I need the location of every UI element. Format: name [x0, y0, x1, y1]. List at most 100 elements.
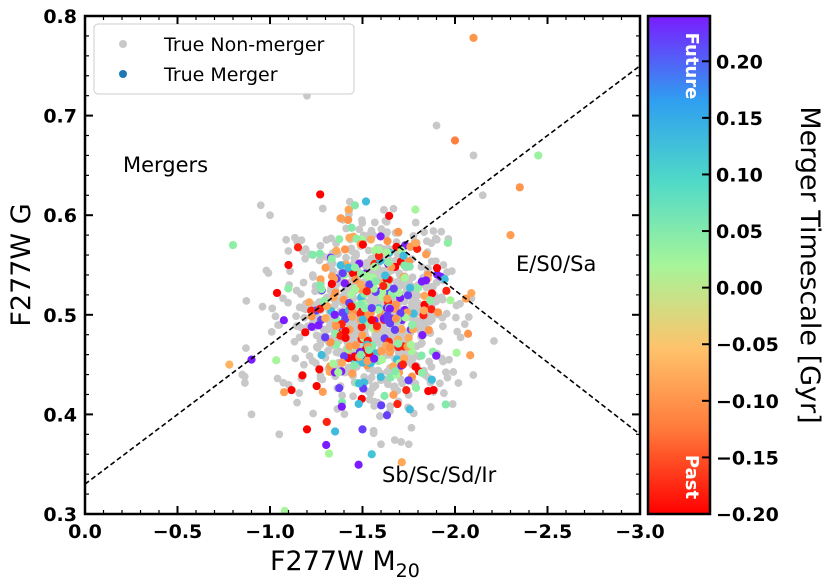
merger-point [466, 351, 475, 360]
merger-point [272, 288, 282, 298]
non-merger-point [438, 322, 447, 331]
merger-point [280, 506, 289, 514]
merger-point [381, 271, 390, 280]
merger-point [358, 240, 368, 249]
merger-point [450, 136, 460, 145]
merger-point [321, 263, 330, 272]
merger-point [357, 322, 366, 332]
non-merger-point [370, 397, 379, 406]
merger-point [354, 399, 363, 409]
non-merger-point [420, 228, 429, 237]
merger-point [407, 320, 417, 329]
non-merger-point [324, 346, 332, 355]
colorbar [646, 14, 712, 516]
merger-point [365, 280, 374, 289]
colorbar-tick-label: −0.05 [716, 334, 779, 356]
merger-point [383, 294, 392, 303]
non-merger-point [374, 366, 383, 375]
non-merger-point [449, 368, 458, 376]
merger-point [279, 316, 288, 325]
merger-point [377, 347, 386, 356]
merger-point [426, 296, 435, 305]
non-merger-point [469, 371, 478, 379]
non-merger-point [398, 379, 406, 388]
non-merger-point [282, 235, 291, 244]
non-merger-point [268, 304, 277, 313]
y-tick-label: 0.5 [43, 305, 77, 327]
non-merger-point [448, 400, 457, 408]
merger-point [322, 417, 331, 427]
merger-point [305, 298, 314, 307]
merger-point [398, 360, 408, 369]
merger-point [463, 329, 473, 338]
non-merger-point [380, 205, 388, 214]
merger-point [390, 325, 400, 334]
merger-point [433, 270, 442, 279]
merger-point [315, 249, 324, 258]
non-merger-point [422, 237, 431, 246]
merger-point [315, 281, 324, 290]
merger-point [338, 308, 347, 317]
non-merger-point [352, 251, 361, 260]
merger-point [443, 238, 452, 247]
merger-point [358, 425, 367, 434]
legend-label-merger: True Merger [163, 64, 278, 86]
colorbar-tick-label: 0.10 [716, 164, 763, 186]
merger-point [228, 240, 238, 250]
merger-point [307, 322, 316, 331]
non-merger-point [414, 316, 422, 325]
merger-point [417, 351, 426, 360]
merger-point [334, 368, 343, 377]
merger-point [351, 341, 360, 350]
y-tick-label: 0.8 [43, 6, 77, 28]
non-merger-point [408, 273, 417, 282]
merger-point [397, 325, 406, 334]
non-merger-point [389, 204, 398, 213]
non-merger-point [435, 337, 443, 345]
x-tick-label: −1.0 [245, 521, 295, 543]
y-tick-label: 0.3 [43, 504, 77, 526]
merger-point [367, 450, 376, 459]
y-tick-label: 0.7 [43, 106, 77, 128]
merger-point [424, 326, 433, 335]
non-merger-point [275, 430, 284, 439]
non-merger-point [238, 370, 247, 379]
non-merger-point [334, 348, 343, 357]
non-merger-point [439, 389, 448, 397]
non-merger-point [407, 423, 416, 432]
merger-point [321, 314, 330, 323]
merger-point [358, 331, 367, 340]
non-merger-point [300, 345, 309, 353]
non-merger-point [369, 426, 378, 435]
merger-point [321, 333, 330, 342]
merger-point [397, 458, 406, 467]
merger-point [337, 402, 346, 411]
merger-point [469, 33, 478, 43]
non-merger-point [377, 440, 385, 449]
merger-point [413, 283, 423, 292]
merger-point [315, 304, 325, 313]
merger-point [362, 287, 371, 296]
merger-point [344, 215, 353, 225]
merger-point [442, 286, 451, 295]
non-merger-point [429, 227, 438, 235]
non-merger-point [369, 383, 378, 392]
merger-point [316, 190, 325, 199]
non-merger-point [364, 246, 373, 255]
merger-point [298, 371, 307, 380]
merger-point [356, 269, 366, 279]
merger-point [287, 385, 296, 395]
merger-point [345, 233, 354, 242]
merger-point [340, 279, 349, 288]
merger-point [364, 345, 374, 355]
x-tick-label: 0.0 [68, 521, 102, 543]
non-merger-point [256, 201, 265, 210]
non-merger-point [432, 278, 441, 287]
non-merger-point [279, 294, 287, 303]
merger-point [341, 327, 350, 336]
non-merger-point [295, 389, 304, 397]
merger-point [351, 284, 360, 294]
merger-point [391, 300, 400, 309]
merger-point [411, 362, 420, 371]
merger-point [355, 379, 364, 388]
